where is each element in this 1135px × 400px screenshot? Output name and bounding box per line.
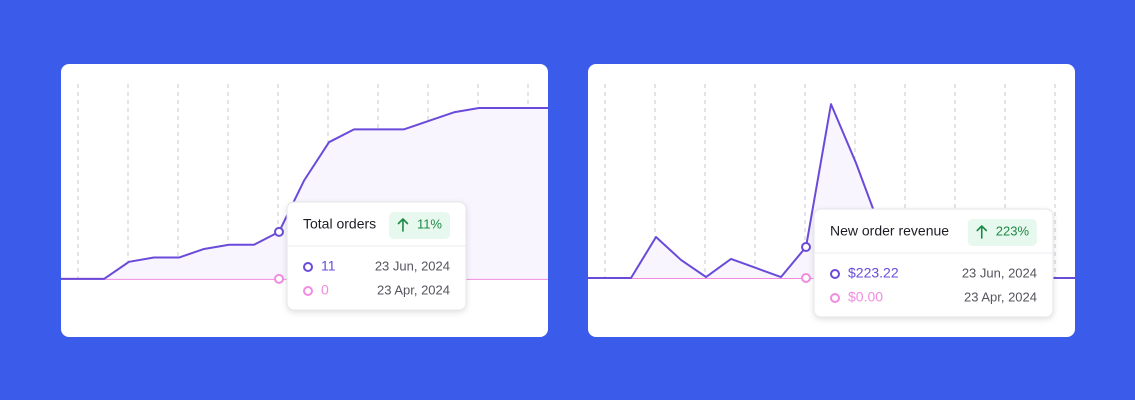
line xyxy=(61,107,548,280)
legend-dot xyxy=(303,262,313,272)
area xyxy=(588,104,1075,278)
change-badge xyxy=(388,212,450,239)
tooltip-value: 11 xyxy=(321,258,336,274)
chart-card: New order revenue 223% $223.22 23 Jun, 2024… xyxy=(588,64,1075,337)
hover-point xyxy=(274,273,284,284)
tooltip-date: 23 Apr, 2024 xyxy=(964,289,1037,304)
chart-card: Total orders 11% 11 23 Jun, 2024 0 23 Apr, 20… xyxy=(61,64,548,337)
tooltip-value: $0.00 xyxy=(848,289,883,305)
tooltip-date: 23 Apr, 2024 xyxy=(377,282,450,297)
legend-dot xyxy=(303,286,313,296)
tooltip-title: Total orders xyxy=(303,216,376,232)
hover-point xyxy=(801,272,811,283)
legend-dot xyxy=(830,269,840,279)
hover-point xyxy=(801,241,811,252)
hover-point xyxy=(274,226,284,237)
tooltip: Total orders 11% 11 23 Jun, 2024 0 23 Apr, 20… xyxy=(286,201,467,311)
tooltip-title: New order revenue xyxy=(830,223,949,239)
tooltip: New order revenue 223% $223.22 23 Jun, 2024… xyxy=(813,208,1054,318)
change-value: 11% xyxy=(417,216,442,231)
change-value: 223% xyxy=(996,223,1030,238)
legend-dot xyxy=(830,293,840,303)
tooltip-value: $223.22 xyxy=(848,265,899,281)
up-arrow-icon xyxy=(976,225,988,239)
up-arrow-icon xyxy=(397,218,409,232)
tooltip-date: 23 Jun, 2024 xyxy=(962,265,1037,280)
change-badge xyxy=(967,219,1037,246)
tooltip-value: 0 xyxy=(321,282,329,298)
tooltip-date: 23 Jun, 2024 xyxy=(375,258,450,273)
